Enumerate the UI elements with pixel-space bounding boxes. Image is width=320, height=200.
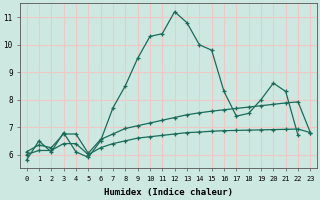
X-axis label: Humidex (Indice chaleur): Humidex (Indice chaleur) (104, 188, 233, 197)
